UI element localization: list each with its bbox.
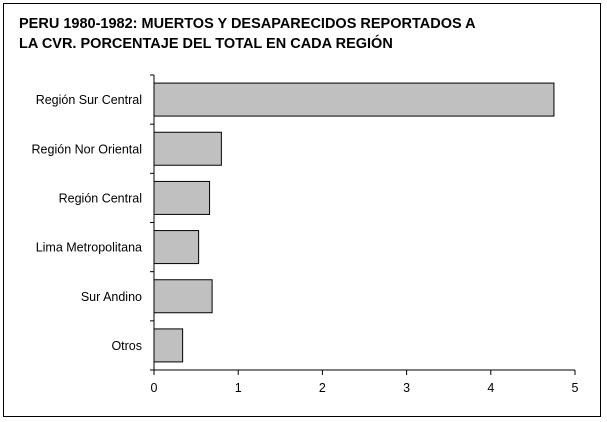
x-tick-label: 4 [487, 381, 494, 395]
bar [153, 131, 222, 166]
chart-title-line-2: LA CVR. PORCENTAJE DEL TOTAL EN CADA REG… [19, 36, 393, 52]
bar [153, 279, 213, 314]
x-tick-label: 2 [319, 381, 326, 395]
chart-frame [3, 3, 601, 417]
y-tick-label: Región Sur Central [36, 93, 142, 107]
x-tick-label: 0 [151, 381, 158, 395]
y-tick-label: Otros [111, 339, 142, 353]
chart-title: PERU 1980-1982: MUERTOS Y DESAPARECIDOS … [19, 14, 579, 54]
x-tick-label: 3 [403, 381, 410, 395]
bar [153, 230, 200, 265]
bar [153, 180, 211, 215]
y-tick-label: Región Nor Oriental [32, 142, 142, 156]
y-tick-label: Lima Metropolitana [36, 241, 142, 255]
y-tick-label: Sur Andino [81, 290, 142, 304]
y-tick-label: Región Central [59, 191, 142, 205]
bar [153, 82, 555, 117]
bar [153, 328, 184, 363]
x-tick-label: 5 [572, 381, 579, 395]
x-tick-label: 1 [235, 381, 242, 395]
chart-title-line-1: PERU 1980-1982: MUERTOS Y DESAPARECIDOS … [19, 16, 476, 32]
